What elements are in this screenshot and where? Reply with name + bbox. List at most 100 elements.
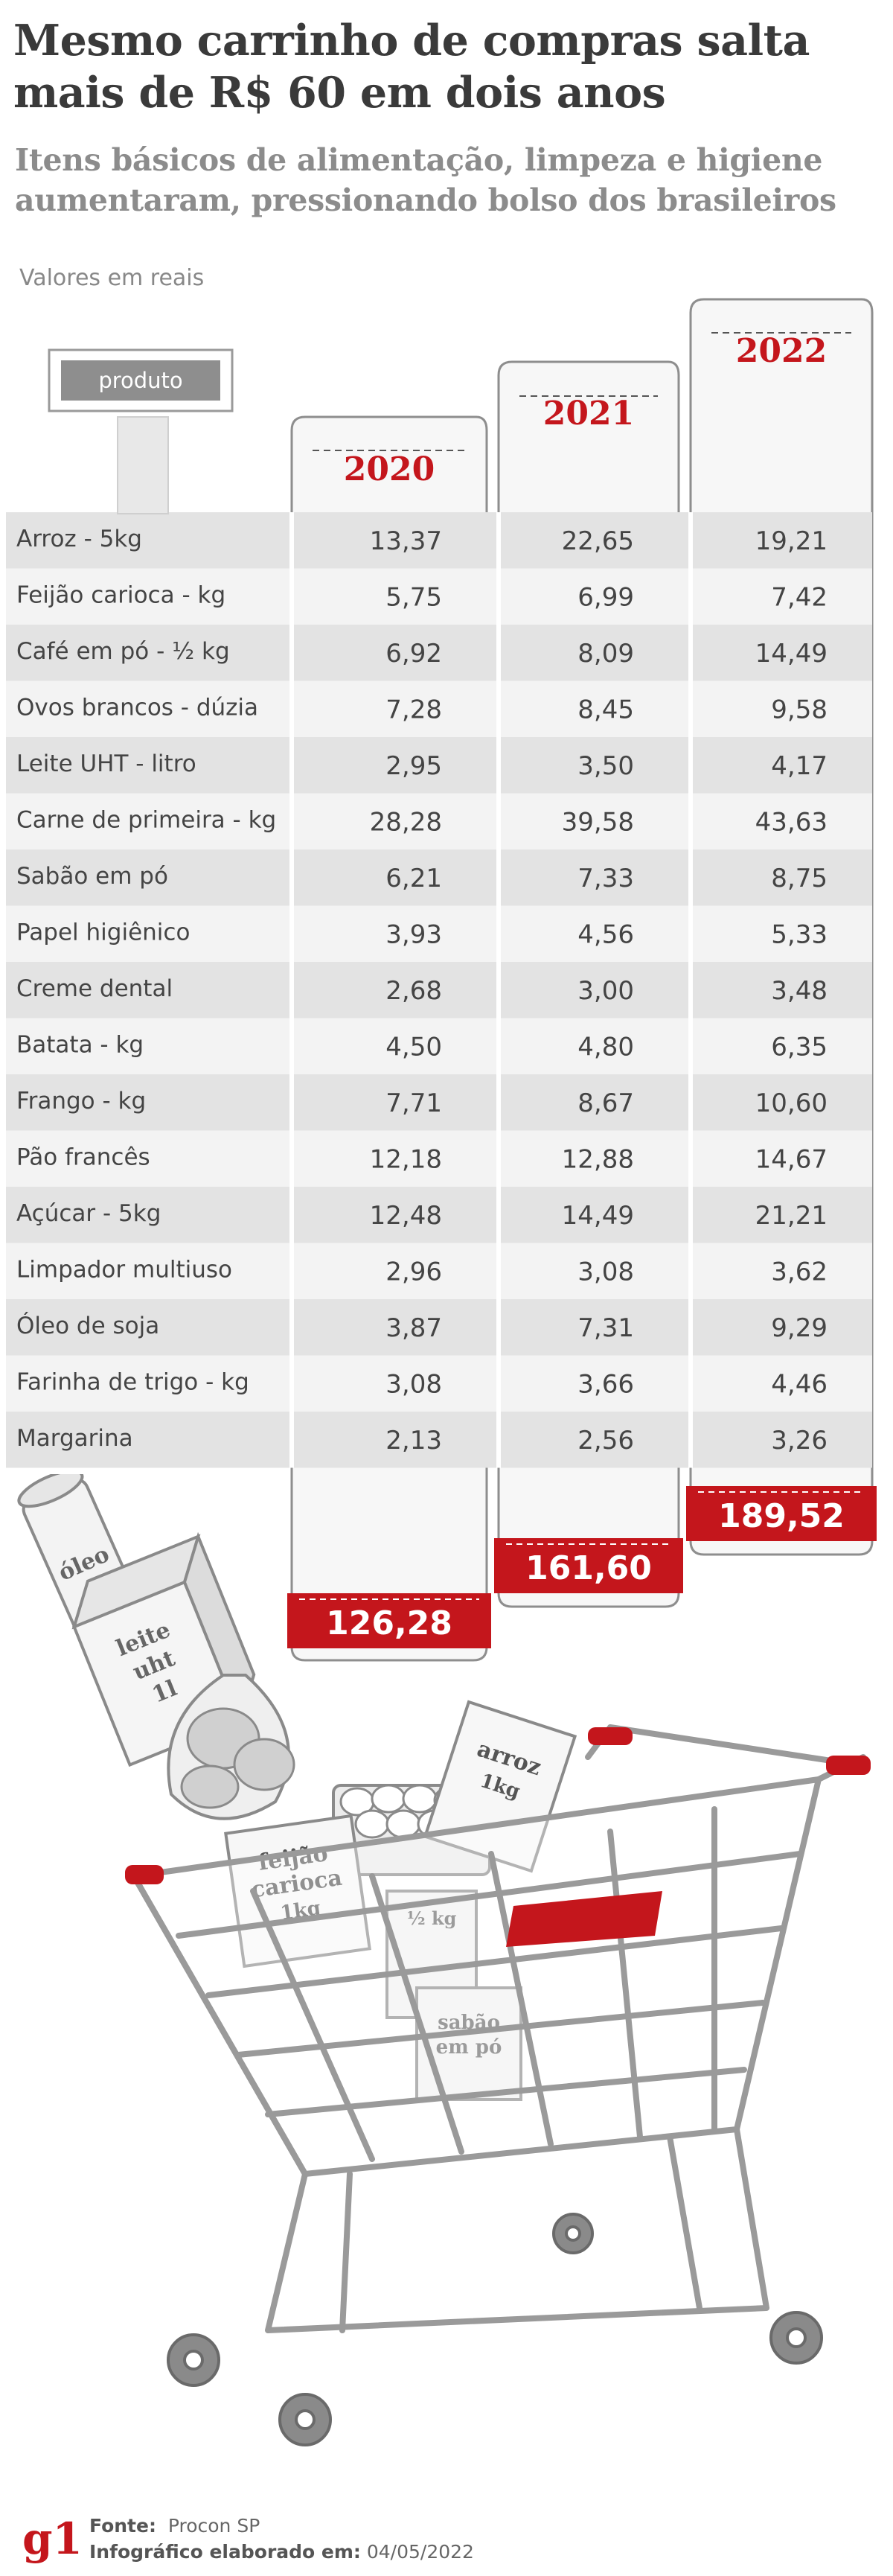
coffee-label: ½ kg: [407, 1907, 457, 1929]
table-row: [6, 905, 872, 962]
price-tag-label: produto: [98, 368, 182, 393]
cell-2020: 13,37: [370, 526, 442, 556]
date-label: Infográfico elaborado em:: [89, 2541, 361, 2563]
cell-2020: 2,68: [385, 976, 442, 1006]
cell-2020: 6,21: [385, 864, 442, 893]
cell-2021: 3,50: [577, 751, 634, 781]
row-label: Carne de primeira - kg: [16, 807, 276, 834]
cell-2022: 6,35: [771, 1033, 828, 1062]
cell-2020: 2,96: [385, 1257, 442, 1287]
row-label: Arroz - 5kg: [16, 526, 142, 552]
cell-2022: 21,21: [755, 1201, 828, 1231]
soap-label-2: em pó: [436, 2036, 502, 2059]
cell-2022: 3,26: [771, 1426, 828, 1456]
cell-2021: 39,58: [562, 808, 634, 838]
cell-2020: 6,92: [385, 639, 442, 669]
row-label: Óleo de soja: [16, 1312, 159, 1339]
cell-2022: 4,17: [771, 751, 828, 781]
cart-wheels: [167, 2213, 823, 2446]
cell-2022: 14,49: [755, 639, 828, 669]
cell-2021: 8,67: [577, 1088, 634, 1118]
price-tag-inner: [61, 360, 220, 401]
table-row: [6, 512, 872, 569]
cell-2021: 2,56: [577, 1426, 634, 1456]
page-subtitle: Itens básicos de alimentação, limpeza e …: [15, 142, 836, 218]
table-row: [6, 793, 872, 849]
cell-2021: 3,66: [577, 1370, 634, 1400]
row-label: Papel higiênico: [16, 919, 190, 946]
cell-2021: 4,56: [577, 920, 634, 950]
date-value: 04/05/2022: [366, 2541, 474, 2563]
cell-2020: 3,93: [385, 920, 442, 950]
table-row: [6, 1299, 872, 1356]
cell-2022: 8,75: [771, 864, 828, 893]
cell-2022: 43,63: [755, 808, 828, 838]
cell-2021: 8,09: [577, 639, 634, 669]
g1-logo: g1: [22, 2513, 83, 2564]
cell-2021: 4,80: [577, 1033, 634, 1062]
cell-2021: 6,99: [577, 583, 634, 613]
price-tag-post: [117, 416, 169, 514]
cell-2022: 3,62: [771, 1257, 828, 1287]
cell-2020: 2,13: [385, 1426, 442, 1456]
row-label: Açúcar - 5kg: [16, 1200, 161, 1227]
cell-2020: 4,50: [385, 1033, 442, 1062]
row-label: Frango - kg: [16, 1088, 146, 1115]
cell-2020: 3,87: [385, 1313, 442, 1343]
shopping-cart-illustration: óleo leite uht 1l: [17, 1474, 871, 2446]
cell-2022: 9,29: [771, 1313, 828, 1343]
cell-2022: 14,67: [755, 1145, 828, 1175]
cell-2020: 12,18: [370, 1145, 442, 1175]
table-row: [6, 962, 872, 1018]
bean-package: feijão carioca 1kg: [224, 1814, 371, 1968]
total-bar-2021: [494, 1538, 683, 1593]
table-row: [6, 1412, 872, 1468]
cell-2022: 7,42: [771, 583, 828, 613]
table-row: [6, 568, 872, 625]
cell-2021: 14,49: [562, 1201, 634, 1231]
cell-2022: 19,21: [755, 526, 828, 556]
page-title: Mesmo carrinho de compras salta mais de …: [13, 16, 810, 118]
cell-2021: 12,88: [562, 1145, 634, 1175]
cell-2021: 7,33: [577, 864, 634, 893]
cell-2021: 7,31: [577, 1313, 634, 1343]
cell-2020: 12,48: [370, 1201, 442, 1231]
source-value: Procon SP: [167, 2515, 260, 2537]
year-header-2021: 2021: [543, 395, 634, 433]
cell-2022: 10,60: [755, 1088, 828, 1118]
table-row: [6, 1074, 872, 1131]
units-note: Valores em reais: [19, 265, 205, 291]
row-label: Batata - kg: [16, 1032, 144, 1059]
cell-2022: 5,33: [771, 920, 828, 950]
cell-2021: 22,65: [562, 526, 634, 556]
total-bar-2020: [287, 1593, 491, 1648]
table-row: [6, 849, 872, 906]
cell-2020: 2,95: [385, 751, 442, 781]
table-row: [6, 1243, 872, 1299]
table-row: [6, 1018, 872, 1074]
row-label: Leite UHT - litro: [16, 750, 196, 777]
total-value-2022: 189,52: [718, 1497, 845, 1535]
row-label: Pão francês: [16, 1144, 150, 1171]
row-label: Limpador multiuso: [16, 1257, 232, 1284]
cart-handle: [125, 1727, 871, 1947]
total-bar-2022: [686, 1486, 877, 1541]
cell-2020: 3,08: [385, 1370, 442, 1400]
year-header-2020: 2020: [344, 450, 435, 488]
cell-2021: 8,45: [577, 695, 634, 725]
cell-2020: 28,28: [370, 808, 442, 838]
row-label: Farinha de trigo - kg: [16, 1369, 249, 1396]
row-label: Margarina: [16, 1425, 133, 1452]
cell-2022: 9,58: [771, 695, 828, 725]
table-row: [6, 1187, 872, 1243]
table-row: [6, 1355, 872, 1412]
table-row: [6, 680, 872, 737]
cell-2022: 4,46: [771, 1370, 828, 1400]
row-label: Creme dental: [16, 975, 173, 1002]
cell-2020: 5,75: [385, 583, 442, 613]
year-header-2022: 2022: [736, 332, 827, 370]
row-label: Ovos brancos - dúzia: [16, 695, 258, 721]
cell-2022: 3,48: [771, 976, 828, 1006]
